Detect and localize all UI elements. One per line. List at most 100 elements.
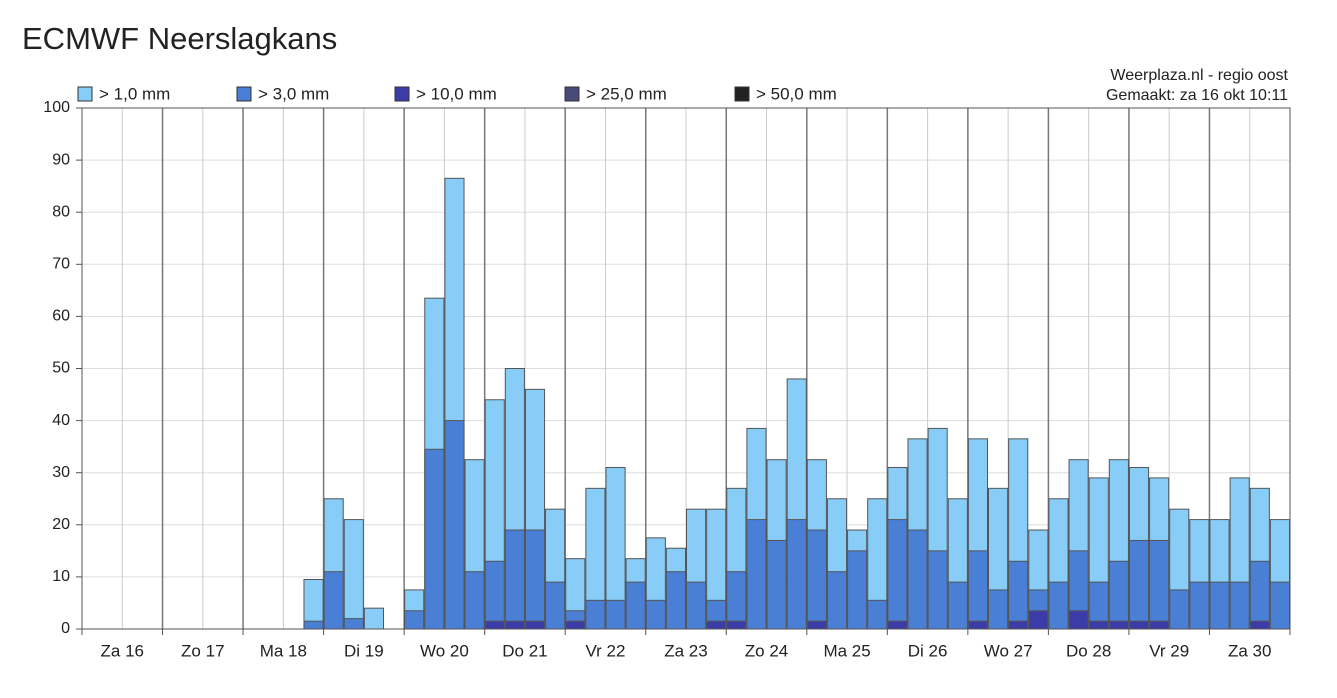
bar: [585, 599, 606, 630]
y-tick-label: 0: [61, 620, 70, 637]
bar: [625, 581, 646, 630]
bar: [343, 618, 364, 630]
bar: [847, 550, 868, 630]
legend-swatch: [564, 86, 580, 102]
bar: [1128, 539, 1150, 630]
x-tick-label: Do 28: [1066, 641, 1111, 660]
bar: [343, 519, 364, 630]
y-tick-label: 30: [52, 464, 70, 481]
bar: [1048, 581, 1069, 630]
y-tick-label: 90: [52, 151, 70, 168]
bar: [645, 599, 666, 630]
bar: [565, 620, 586, 630]
bar: [1028, 610, 1049, 630]
bar: [524, 620, 546, 630]
x-tick-label: Do 21: [502, 641, 547, 660]
bar: [1169, 589, 1190, 630]
bar: [907, 529, 928, 630]
bar: [806, 620, 827, 630]
y-tick-label: 10: [52, 568, 70, 585]
y-tick-label: 50: [52, 360, 70, 377]
plot-border: [81, 107, 1291, 630]
bar: [1128, 620, 1150, 630]
bar: [303, 620, 324, 630]
bar: [404, 610, 425, 630]
x-tick-label: Vr 29: [1149, 641, 1189, 660]
bar: [1249, 620, 1270, 630]
bar: [746, 519, 767, 630]
x-tick-label: Vr 22: [585, 641, 625, 660]
bar: [947, 581, 968, 630]
bar: [826, 571, 848, 630]
y-tick-label: 20: [52, 516, 70, 533]
legend-label: > 10,0 mm: [416, 84, 497, 103]
bar: [706, 620, 727, 630]
y-tick-label: 60: [52, 308, 70, 325]
legend-swatch: [77, 86, 93, 102]
legend-label: > 3,0 mm: [258, 84, 329, 103]
x-tick-label: Wo 20: [420, 641, 469, 660]
x-tick-label: Za 30: [1228, 641, 1271, 660]
bar: [867, 599, 888, 630]
bar: [887, 519, 908, 630]
bar: [323, 571, 344, 630]
y-tick-label: 100: [43, 99, 70, 116]
x-tick-label: Ma 25: [823, 641, 870, 660]
legend-label: > 25,0 mm: [586, 84, 667, 103]
legend-swatch: [734, 86, 750, 102]
x-tick-label: Ma 18: [260, 641, 307, 660]
bar: [967, 620, 988, 630]
bar: [363, 607, 385, 630]
bar: [545, 581, 566, 630]
bar: [927, 550, 948, 630]
bar: [1229, 581, 1250, 630]
bar: [1068, 610, 1089, 630]
bar: [424, 448, 445, 630]
bar: [726, 620, 747, 630]
bar: [887, 620, 908, 630]
x-tick-label: Zo 17: [181, 641, 224, 660]
bar: [1108, 560, 1129, 630]
created: Gemaakt: za 16 okt 10:11: [1106, 87, 1288, 104]
legend-label: > 50,0 mm: [756, 84, 837, 103]
legend-label: > 1,0 mm: [99, 84, 170, 103]
bar: [1108, 620, 1129, 630]
bar: [1149, 539, 1170, 630]
y-tick-label: 80: [52, 203, 70, 220]
x-tick-label: Za 16: [101, 641, 144, 660]
y-tick-label: 40: [52, 412, 70, 429]
bar: [726, 571, 747, 630]
y-tick-label: 70: [52, 256, 70, 273]
bar: [484, 560, 505, 630]
bar: [1209, 581, 1230, 630]
bar: [504, 620, 525, 630]
bar: [1008, 620, 1029, 630]
source: Weerplaza.nl - regio oost: [1110, 67, 1288, 84]
bar: [1249, 560, 1270, 630]
x-tick-label: Zo 24: [745, 641, 788, 660]
bar: [444, 420, 465, 630]
bar: [504, 529, 525, 630]
x-tick-label: Di 26: [908, 641, 948, 660]
x-tick-label: Wo 27: [984, 641, 1033, 660]
bar: [1088, 620, 1109, 630]
bar: [1189, 581, 1210, 630]
x-tick-label: Za 23: [664, 641, 707, 660]
bar: [464, 571, 485, 630]
bar: [665, 571, 686, 630]
x-tick-label: Di 19: [344, 641, 384, 660]
legend-swatch: [394, 86, 410, 102]
bar: [1008, 560, 1029, 630]
bar: [524, 529, 546, 630]
bar: [786, 519, 807, 630]
chart-title: ECMWF Neerslagkans: [22, 21, 337, 56]
legend-swatch: [236, 86, 252, 102]
bar: [686, 581, 707, 630]
bar: [806, 529, 827, 630]
bar: [988, 589, 1009, 630]
bar: [484, 620, 505, 630]
bar: [967, 550, 988, 630]
bar: [1149, 620, 1170, 630]
bar: [766, 539, 787, 630]
bar: [1269, 581, 1291, 630]
